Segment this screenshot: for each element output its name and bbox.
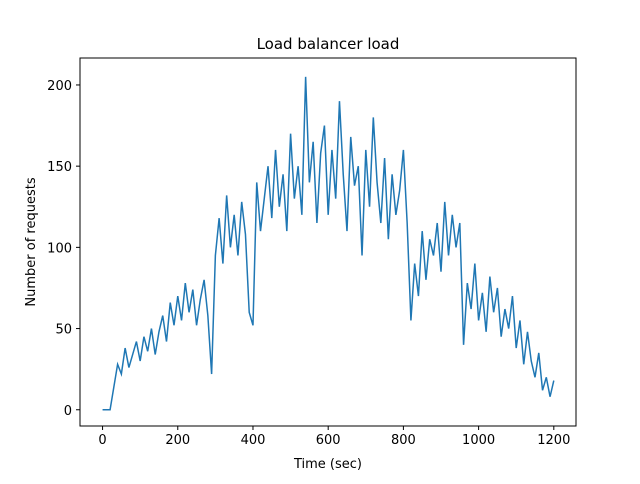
x-tick-label: 600: [316, 433, 341, 448]
x-axis-label: Time (sec): [293, 457, 362, 472]
data-line: [102, 76, 555, 411]
x-tick-label: 400: [241, 433, 266, 448]
y-tick-label: 0: [64, 404, 72, 419]
y-axis-label: Number of requests: [24, 177, 39, 306]
x-tick-label: 800: [391, 433, 416, 448]
axes-frame: [79, 57, 577, 427]
x-tick-label: 200: [165, 433, 190, 448]
x-tick-label: 1000: [462, 433, 495, 448]
x-tick-label: 1200: [537, 433, 570, 448]
x-tick-label: 0: [98, 433, 106, 448]
y-tick-label: 100: [47, 241, 72, 256]
y-tick-label: 150: [47, 160, 72, 175]
y-tick-label: 50: [55, 323, 72, 338]
chart-title: Load balancer load: [257, 35, 400, 53]
y-tick-label: 200: [47, 79, 72, 94]
